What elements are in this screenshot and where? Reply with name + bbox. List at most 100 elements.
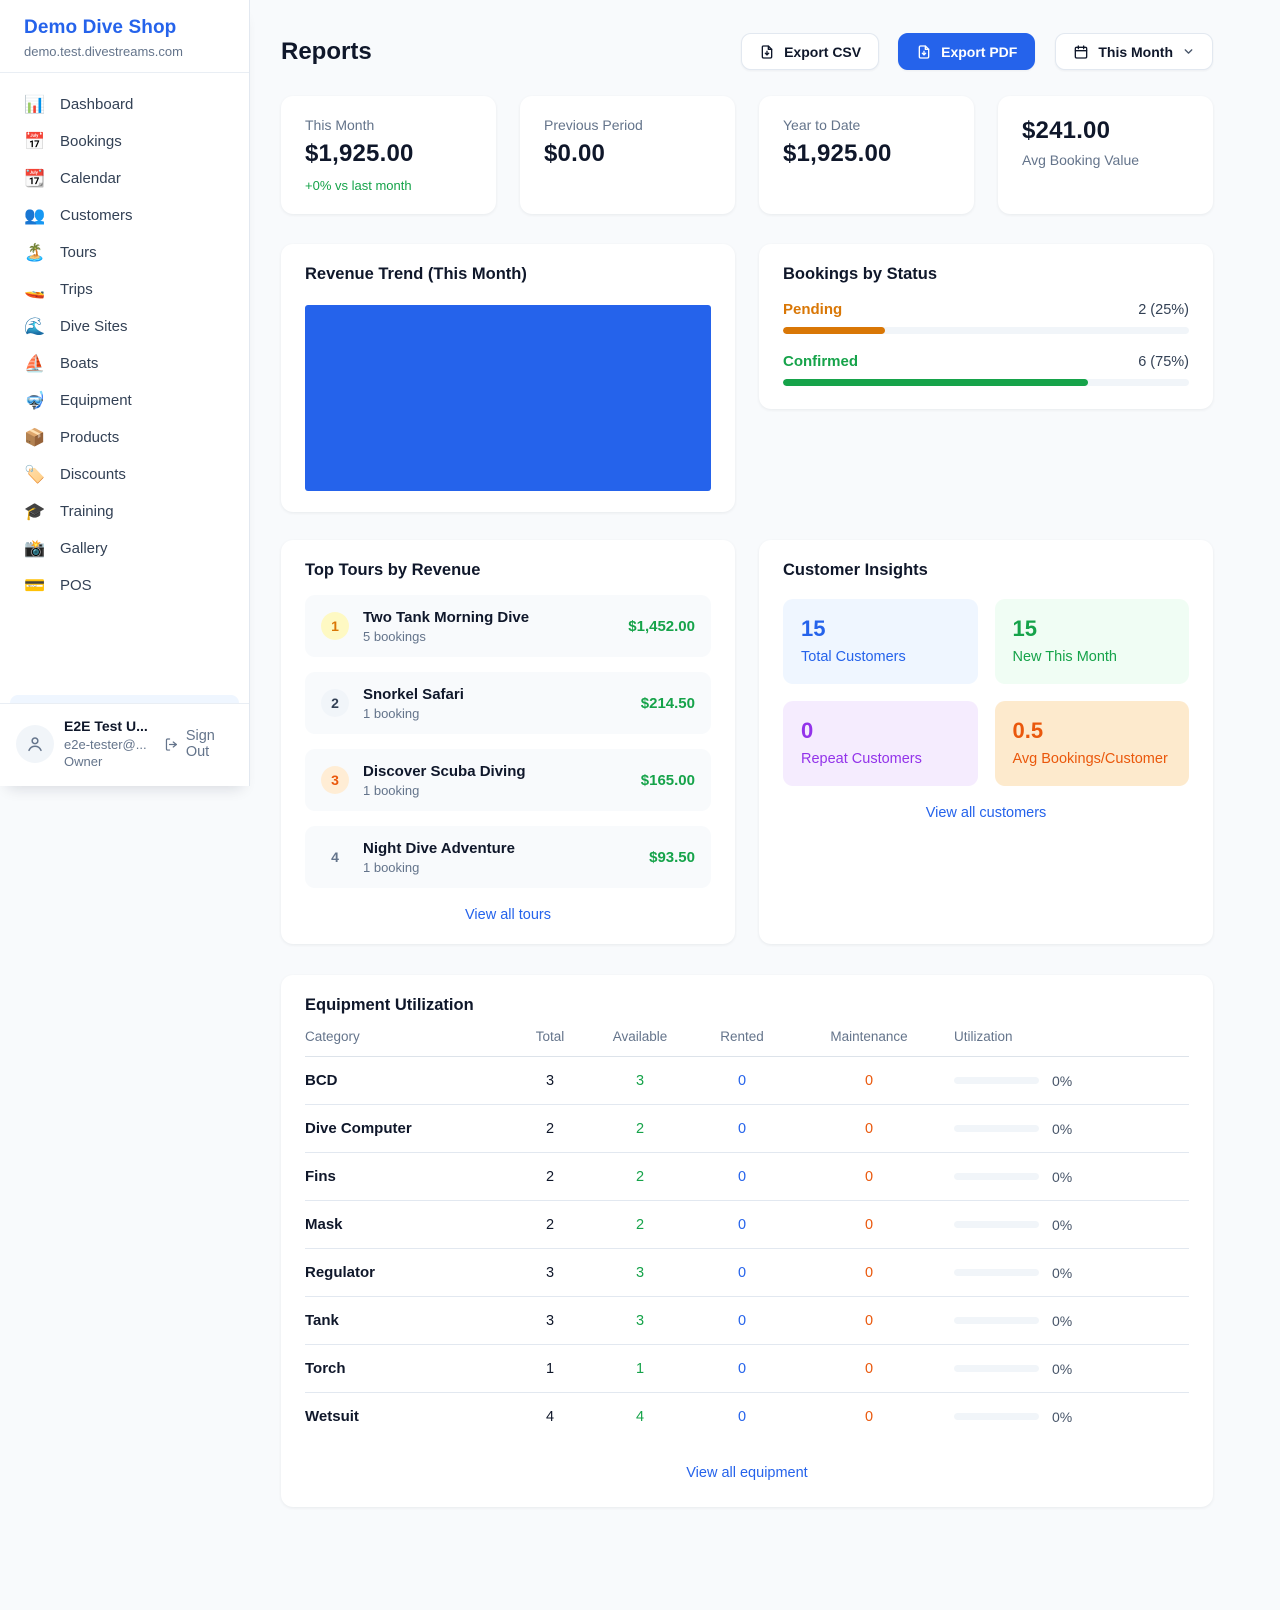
tour-row[interactable]: 1 Two Tank Morning Dive 5 bookings $1,45… xyxy=(305,595,711,657)
stat-value: $241.00 xyxy=(1022,117,1111,144)
table-row: BCD 3 3 0 0 0% xyxy=(305,1057,1189,1105)
stat-label: Previous Period xyxy=(544,117,643,133)
rank-badge: 3 xyxy=(321,766,349,794)
insight-tile: 15 New This Month xyxy=(994,599,1189,684)
tours-insights-row: Top Tours by Revenue 1 Two Tank Morning … xyxy=(281,540,1213,944)
insight-value: 0.5 xyxy=(1012,718,1044,743)
table-row: Fins 2 2 0 0 0% xyxy=(305,1153,1189,1201)
person-icon xyxy=(28,737,42,752)
equipment-maintenance: 0 xyxy=(864,1168,874,1185)
sidebar-item[interactable]: ⛵ Boats xyxy=(0,345,249,382)
stat-value: $0.00 xyxy=(544,140,606,167)
insight-label: Repeat Customers xyxy=(801,751,922,767)
sidebar-item[interactable]: 📦 Products xyxy=(0,419,249,456)
tour-name: Two Tank Morning Dive xyxy=(363,608,530,626)
sidebar-item-icon: 🤿 xyxy=(24,391,46,410)
sidebar-item[interactable]: 🏷️ Discounts xyxy=(0,456,249,493)
stat-card-avg-booking-value: $241.00 Avg Booking Value xyxy=(998,96,1213,214)
bookings-status-card: Bookings by Status Pending 2 (25%) Confi… xyxy=(759,244,1213,409)
rank-badge: 4 xyxy=(331,849,339,865)
equipment-available: 2 xyxy=(635,1120,645,1137)
equipment-rented: 0 xyxy=(737,1216,747,1233)
sidebar-item-reports-partial[interactable] xyxy=(10,695,239,704)
rank-badge: 1 xyxy=(321,612,349,640)
sidebar-item-icon: 💳 xyxy=(24,576,46,595)
tour-amount: $165.00 xyxy=(640,771,695,789)
bookings-status-list: Pending 2 (25%) Confirmed 6 (75%) xyxy=(783,301,1189,386)
sidebar-item[interactable]: 🌊 Dive Sites xyxy=(0,308,249,345)
tour-row[interactable]: 4 Night Dive Adventure 1 booking $93.50 xyxy=(305,826,711,888)
sidebar: Demo Dive Shop demo.test.divestreams.com… xyxy=(0,0,250,786)
export-pdf-button[interactable]: Export PDF xyxy=(898,33,1036,70)
tour-bookings: 5 bookings xyxy=(363,628,426,644)
sidebar-item[interactable]: 🚤 Trips xyxy=(0,271,249,308)
rank-badge: 2 xyxy=(321,689,349,717)
status-bar-track xyxy=(783,379,1189,386)
table-row: Wetsuit 4 4 0 0 0% xyxy=(305,1393,1189,1440)
user-info: E2E Test U... e2e-tester@... Owner xyxy=(64,717,154,771)
main-content: Reports Export CSV Export PDF This Month xyxy=(250,0,1280,1507)
status-count: 6 (75%) xyxy=(1138,354,1189,370)
period-dropdown[interactable]: This Month xyxy=(1055,33,1213,70)
sidebar-item-label: Trips xyxy=(60,281,93,298)
sidebar-item-icon: 🏝️ xyxy=(24,243,46,262)
sidebar-item[interactable]: 📅 Bookings xyxy=(0,123,249,160)
sidebar-item-icon: 👥 xyxy=(24,206,46,225)
sidebar-item[interactable]: 🏝️ Tours xyxy=(0,234,249,271)
sidebar-item[interactable]: 🤿 Equipment xyxy=(0,382,249,419)
insight-label: Avg Bookings/Customer xyxy=(1012,751,1168,767)
sidebar-item[interactable]: 📸 Gallery xyxy=(0,530,249,567)
utilization-bar-track xyxy=(954,1413,1039,1420)
top-tours-card: Top Tours by Revenue 1 Two Tank Morning … xyxy=(281,540,735,944)
sidebar-item[interactable]: 🎓 Training xyxy=(0,493,249,530)
sign-out-button[interactable]: Sign Out xyxy=(164,728,235,760)
sidebar-item-label: Training xyxy=(60,503,114,520)
stat-label: Year to Date xyxy=(783,117,861,133)
equipment-maintenance: 0 xyxy=(864,1312,874,1329)
sidebar-header: Demo Dive Shop demo.test.divestreams.com xyxy=(0,0,249,73)
sidebar-item[interactable]: 👥 Customers xyxy=(0,197,249,234)
equipment-total: 3 xyxy=(545,1072,555,1089)
header-actions: Export CSV Export PDF This Month xyxy=(741,33,1213,70)
status-row: Pending 2 (25%) xyxy=(783,301,1189,334)
equipment-category: Fins xyxy=(305,1168,336,1185)
sidebar-item-label: POS xyxy=(60,577,92,594)
export-csv-label: Export CSV xyxy=(784,43,862,60)
equipment-maintenance: 0 xyxy=(864,1120,874,1137)
view-all-equipment-link[interactable]: View all equipment xyxy=(686,1465,808,1481)
tour-bookings: 1 booking xyxy=(363,782,420,798)
equipment-total: 3 xyxy=(545,1312,555,1329)
sidebar-item[interactable]: 📊 Dashboard xyxy=(0,86,249,123)
status-bar-track xyxy=(783,327,1189,334)
page-title: Reports xyxy=(281,37,372,65)
sidebar-item[interactable]: 📆 Calendar xyxy=(0,160,249,197)
tour-bookings: 1 booking xyxy=(363,859,420,875)
view-all-customers-link[interactable]: View all customers xyxy=(925,805,1047,821)
insight-label: New This Month xyxy=(1012,649,1118,665)
sidebar-item-label: Customers xyxy=(60,207,133,224)
view-all-tours-link[interactable]: View all tours xyxy=(465,907,551,923)
tour-amount: $214.50 xyxy=(640,694,695,712)
insight-value: 15 xyxy=(801,616,826,641)
equipment-rented: 0 xyxy=(737,1360,747,1377)
user-name: E2E Test U... xyxy=(64,718,148,735)
sign-out-icon xyxy=(165,737,177,751)
utilization-bar-track xyxy=(954,1269,1039,1276)
sidebar-item[interactable]: 💳 POS xyxy=(0,567,249,604)
table-row: Dive Computer 2 2 0 0 0% xyxy=(305,1105,1189,1153)
insight-value: 0 xyxy=(801,718,814,743)
file-download-icon xyxy=(918,44,930,59)
export-csv-button[interactable]: Export CSV xyxy=(741,33,880,70)
tour-row[interactable]: 3 Discover Scuba Diving 1 booking $165.0… xyxy=(305,749,711,811)
equipment-total: 2 xyxy=(545,1120,555,1137)
equipment-available: 2 xyxy=(635,1168,645,1185)
tour-row[interactable]: 2 Snorkel Safari 1 booking $214.50 xyxy=(305,672,711,734)
stat-value: $1,925.00 xyxy=(783,140,892,167)
equipment-rented: 0 xyxy=(737,1168,747,1185)
stats-row: This Month $1,925.00 +0% vs last month P… xyxy=(281,96,1213,214)
insight-tile: 0 Repeat Customers xyxy=(783,701,978,786)
column-header-available: Available xyxy=(612,1029,668,1044)
equipment-maintenance: 0 xyxy=(864,1216,874,1233)
stat-card-year-to-date: Year to Date $1,925.00 xyxy=(759,96,974,214)
column-header-rented: Rented xyxy=(720,1029,764,1044)
